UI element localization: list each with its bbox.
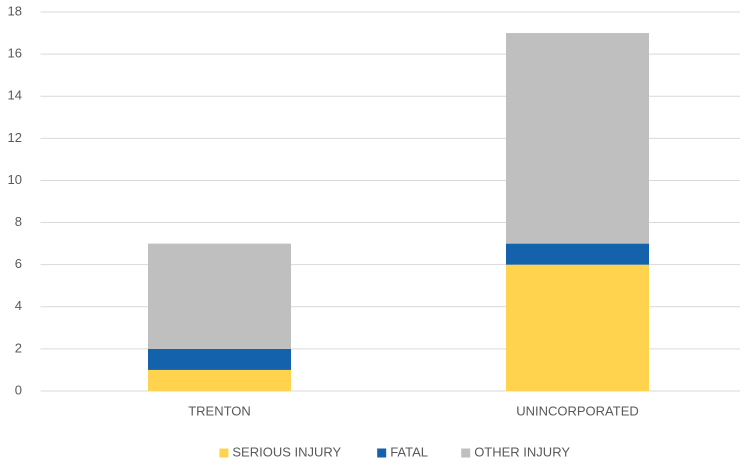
x-tick-label: UNINCORPORATED — [516, 403, 639, 418]
bar-segment — [148, 348, 291, 370]
bar-segment — [148, 243, 291, 349]
y-tick-label: 2 — [15, 340, 22, 355]
y-tick-label: 4 — [15, 298, 22, 313]
bar-segment — [506, 33, 649, 244]
bar-segment — [506, 264, 649, 391]
legend-label: OTHER INJURY — [474, 444, 570, 459]
legend-swatch — [377, 448, 387, 458]
y-tick-label: 10 — [8, 172, 22, 187]
legend-label: SERIOUS INJURY — [232, 444, 341, 459]
bar-segment — [506, 243, 649, 265]
y-tick-label: 18 — [8, 3, 22, 18]
legend-swatch — [461, 448, 471, 458]
y-tick-label: 12 — [8, 130, 22, 145]
bar-segment — [148, 369, 291, 391]
y-tick-label: 6 — [15, 256, 22, 271]
y-tick-label: 0 — [15, 382, 22, 397]
y-tick-label: 8 — [15, 214, 22, 229]
legend-label: FATAL — [390, 444, 428, 459]
y-tick-label: 16 — [8, 46, 22, 61]
legend-swatch — [219, 448, 229, 458]
y-tick-label: 14 — [8, 88, 22, 103]
x-tick-label: TRENTON — [188, 403, 251, 418]
